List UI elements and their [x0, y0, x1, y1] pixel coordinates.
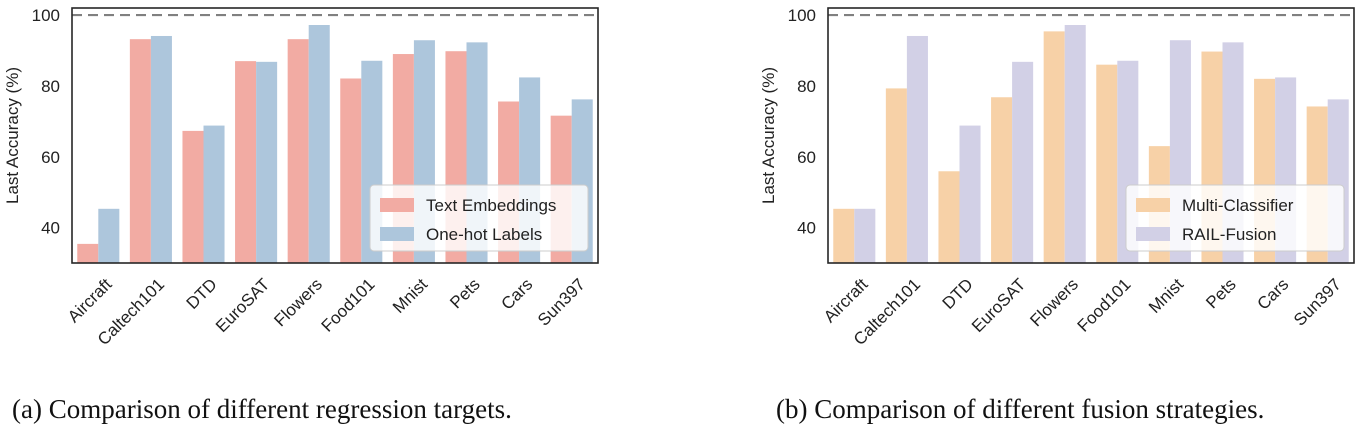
bar-rail-fusion-caltech101	[906, 35, 928, 264]
y-axis-label: Last Accuracy (%)	[3, 67, 22, 204]
legend-swatch	[1136, 198, 1170, 212]
bar-multi-classifier-food101	[1096, 64, 1118, 263]
bar-multi-classifier-eurosat	[991, 97, 1013, 263]
bar-multi-classifier-aircraft	[833, 208, 855, 263]
x-tick-label-sun397: Sun397	[534, 275, 589, 330]
y-tick-label: 40	[797, 219, 816, 238]
bar-one-hot-labels-flowers	[308, 25, 330, 263]
legend-swatch	[380, 227, 414, 241]
x-tick-label-food101: Food101	[318, 275, 379, 336]
bar-rail-fusion-dtd	[959, 125, 981, 263]
x-tick-label-aircraft: Aircraft	[64, 275, 116, 327]
legend-label: RAIL-Fusion	[1182, 225, 1276, 244]
bar-rail-fusion-flowers	[1064, 25, 1086, 263]
bar-text-embeddings-eurosat	[235, 61, 257, 264]
x-tick-label-dtd: DTD	[939, 275, 977, 313]
legend-box	[369, 184, 589, 252]
bar-one-hot-labels-dtd	[203, 125, 225, 263]
bar-rail-fusion-eurosat	[1012, 61, 1034, 263]
caption-a: (a) Comparison of different regression t…	[12, 394, 512, 424]
y-tick-label: 60	[41, 148, 60, 167]
x-tick-label-pets: Pets	[1202, 275, 1239, 312]
bar-text-embeddings-flowers	[287, 39, 309, 263]
y-axis-label: Last Accuracy (%)	[759, 67, 778, 204]
x-tick-label-dtd: DTD	[183, 275, 221, 313]
y-tick-label: 60	[797, 148, 816, 167]
bar-text-embeddings-dtd	[182, 130, 204, 263]
y-tick-label: 80	[797, 77, 816, 96]
x-tick-label-pets: Pets	[446, 275, 483, 312]
plot-frame	[71, 7, 599, 264]
bar-one-hot-labels-caltech101	[150, 35, 172, 264]
legend-label: Multi-Classifier	[1182, 196, 1294, 215]
bar-rail-fusion-aircraft	[854, 208, 876, 263]
x-tick-label-aircraft: Aircraft	[820, 275, 872, 327]
x-tick-label-eurosat: EuroSAT	[968, 275, 1029, 336]
x-tick-label-sun397: Sun397	[1290, 275, 1345, 330]
bar-one-hot-labels-aircraft	[98, 208, 120, 263]
legend: Multi-Classifier RAIL-Fusion	[1125, 184, 1345, 252]
plot-frame	[827, 7, 1355, 264]
y-tick-label: 40	[41, 219, 60, 238]
y-tick-label: 100	[32, 6, 60, 25]
legend-swatch	[380, 198, 414, 212]
legend-label: One-hot Labels	[426, 225, 542, 244]
caption-b: (b) Comparison of different fusion strat…	[776, 394, 1265, 424]
x-tick-label-cars: Cars	[498, 275, 537, 314]
x-tick-label-food101: Food101	[1074, 275, 1135, 336]
x-tick-label-cars: Cars	[1254, 275, 1293, 314]
bar-multi-classifier-flowers	[1043, 31, 1065, 264]
bar-text-embeddings-caltech101	[129, 39, 151, 263]
x-tick-label-eurosat: EuroSAT	[212, 275, 273, 336]
x-tick-label-mnist: Mnist	[389, 275, 431, 317]
legend: Text Embeddings One-hot Labels	[369, 184, 589, 252]
bar-multi-classifier-caltech101	[885, 88, 907, 264]
bar-text-embeddings-food101	[340, 78, 362, 263]
bar-multi-classifier-dtd	[938, 171, 960, 263]
y-tick-label: 80	[41, 77, 60, 96]
legend-label: Text Embeddings	[426, 196, 556, 215]
bar-text-embeddings-aircraft	[77, 243, 99, 264]
bar-one-hot-labels-eurosat	[256, 61, 278, 263]
y-tick-label: 100	[788, 6, 816, 25]
legend-swatch	[1136, 227, 1170, 241]
x-tick-label-mnist: Mnist	[1145, 275, 1187, 317]
legend-box	[1125, 184, 1345, 252]
